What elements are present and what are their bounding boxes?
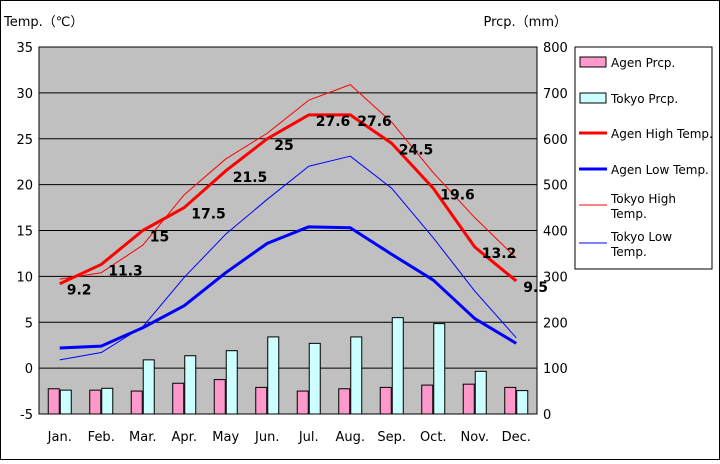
y-right-tick-label: 800 (543, 41, 568, 56)
bar-tokyo-prcp (433, 323, 446, 415)
data-label: 15 (150, 230, 169, 246)
lines (59, 84, 518, 361)
data-label: 11.3 (108, 263, 143, 279)
bar-tokyo-prcp (101, 387, 114, 415)
y-left-tick-label: 0 (25, 362, 33, 377)
x-tick-label: Oct. (420, 430, 447, 445)
bar-tokyo-prcp (142, 359, 155, 415)
legend-swatch (579, 92, 607, 104)
bar-agen-prcp (421, 384, 434, 415)
x-tick-label: Feb. (88, 430, 115, 445)
series-line-0 (59, 113, 518, 286)
bar-tokyo-prcp (350, 336, 363, 415)
y-right-tick-label: 200 (543, 316, 568, 331)
series-line-3 (59, 155, 517, 361)
bar-agen-prcp (462, 383, 475, 415)
y-left-tick-label: 5 (25, 316, 33, 331)
bar-agen-prcp (296, 390, 309, 415)
bar-agen-prcp (47, 388, 60, 415)
data-label: 27.6 (316, 114, 351, 130)
x-tick-label: Jul. (298, 430, 319, 445)
bar-agen-prcp (255, 386, 268, 415)
data-label: 21.5 (233, 170, 268, 186)
data-label: 27.6 (357, 114, 392, 130)
bar-agen-prcp (89, 389, 102, 415)
y-left-tick-label: -5 (20, 408, 33, 423)
bar-agen-prcp (379, 386, 392, 415)
y-right-tick-label: 700 (543, 87, 568, 102)
x-tick-label: Aug. (335, 430, 365, 445)
y-right-tick-label: 500 (543, 179, 568, 194)
bar-tokyo-prcp (516, 390, 529, 415)
bar-tokyo-prcp (225, 350, 238, 415)
legend-label: Agen Low Temp. (611, 163, 709, 177)
y-left-tick-label: 30 (16, 87, 33, 102)
data-label: 17.5 (191, 207, 226, 223)
bar-agen-prcp (172, 382, 185, 415)
y-right-tick-label: 0 (543, 408, 551, 423)
legend-box (574, 46, 713, 270)
y-left-tick-label: 15 (16, 225, 33, 240)
plot-border (38, 46, 538, 415)
x-tick-label: Dec. (502, 430, 531, 445)
bar-agen-prcp (213, 379, 226, 415)
data-label: 9.5 (523, 280, 548, 296)
y-left-tick-label: 20 (16, 179, 33, 194)
bar-agen-prcp (504, 386, 517, 415)
data-label: 24.5 (399, 142, 434, 158)
legend-label: Tokyo High Temp. (610, 192, 676, 221)
bar-tokyo-prcp (391, 317, 404, 415)
y-right-tick-label: 100 (543, 362, 568, 377)
y-left-axis-label: Temp.（℃） (3, 15, 83, 30)
y-left-tick-label: 35 (16, 41, 33, 56)
legend-label: Tokyo Prcp. (610, 92, 678, 106)
bar-tokyo-prcp (59, 389, 72, 415)
x-tick-label: Mar. (129, 430, 156, 445)
data-label: 19.6 (440, 187, 475, 203)
y-right-tick-label: 300 (543, 270, 568, 285)
legend-label: Agen High Temp. (611, 127, 713, 141)
x-tick-label: Jan. (47, 430, 72, 445)
x-tick-label: Jun. (254, 430, 279, 445)
legend-label: Tokyo Low Temp. (610, 230, 672, 259)
x-tick-label: May (212, 430, 239, 445)
x-tick-label: Sep. (377, 430, 406, 445)
y-left-tick-label: 25 (16, 133, 33, 148)
legend-swatch (579, 56, 607, 68)
data-label: 9.2 (67, 283, 92, 299)
data-label: 25 (274, 138, 293, 154)
data-label: 13.2 (482, 246, 517, 262)
y-right-tick-label: 400 (543, 225, 568, 240)
bar-tokyo-prcp (474, 370, 487, 415)
y-left-tick-label: 10 (16, 270, 33, 285)
y-right-tick-label: 600 (543, 133, 568, 148)
legend-label: Agen Prcp. (611, 56, 675, 70)
legend: Agen Prcp. Tokyo Prcp. Agen High Temp. Agen… (574, 46, 713, 270)
y-right-axis-label: Prcp.（mm） (483, 15, 567, 30)
gridlines (39, 46, 537, 415)
x-tick-label: Apr. (172, 430, 197, 445)
bar-tokyo-prcp (184, 355, 197, 415)
bar-tokyo-prcp (267, 336, 280, 415)
bar-agen-prcp (338, 388, 351, 415)
series-line-2 (59, 84, 517, 280)
bar-tokyo-prcp (308, 342, 321, 415)
x-tick-label: Nov. (461, 430, 490, 445)
bar-agen-prcp (130, 390, 143, 415)
